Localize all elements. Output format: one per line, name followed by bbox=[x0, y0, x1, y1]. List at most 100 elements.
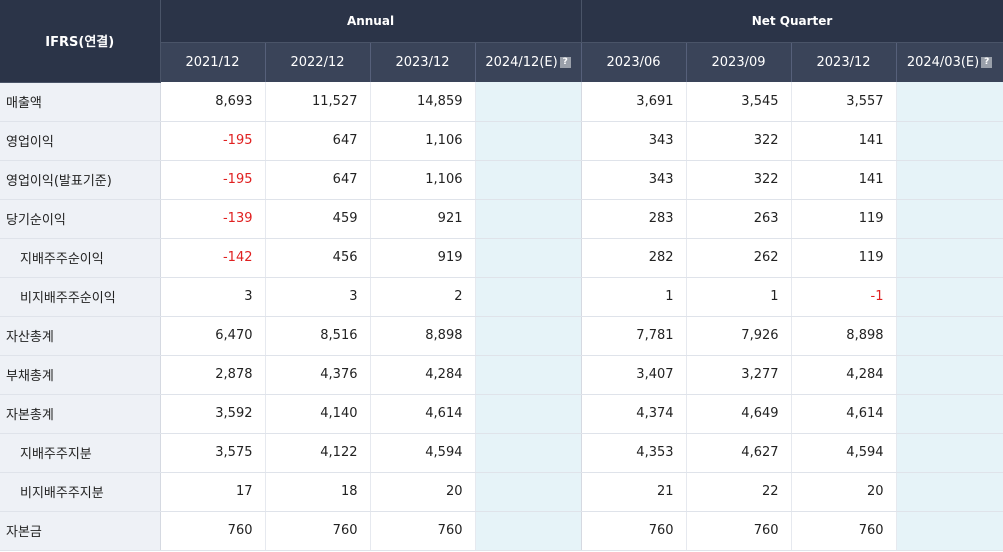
value-cell: 647 bbox=[265, 121, 371, 161]
value-cell: 919 bbox=[370, 238, 476, 278]
row-label[interactable]: 자본금 bbox=[0, 511, 161, 551]
row-label[interactable]: 매출액 bbox=[0, 82, 161, 122]
estimate-cell bbox=[475, 277, 582, 317]
value-cell: 4,140 bbox=[265, 394, 371, 434]
value-cell: 4,122 bbox=[265, 433, 371, 473]
table-row: 영업이익 -195 647 1,106 343 322 141 bbox=[0, 121, 1003, 161]
value-cell: 141 bbox=[791, 121, 897, 161]
value-cell: 3,545 bbox=[686, 82, 792, 122]
estimate-help-icon[interactable]: ? bbox=[981, 56, 993, 68]
estimate-cell bbox=[896, 82, 1003, 122]
value-cell: 3,691 bbox=[581, 82, 687, 122]
table-row: 비지배주주지분 17 18 20 21 22 20 bbox=[0, 472, 1003, 512]
annual-col-2022-12: 2022/12 bbox=[265, 42, 371, 82]
value-cell: 4,614 bbox=[791, 394, 897, 434]
value-cell: 21 bbox=[581, 472, 687, 512]
value-cell: 1,106 bbox=[370, 121, 476, 161]
row-label[interactable]: 비지배주주지분 bbox=[0, 472, 161, 512]
value-cell: 3 bbox=[160, 277, 266, 317]
value-cell: 7,781 bbox=[581, 316, 687, 356]
value-cell: 1,106 bbox=[370, 160, 476, 200]
value-cell: 456 bbox=[265, 238, 371, 278]
annual-col-2024-12-e-label: 2024/12(E) bbox=[485, 54, 558, 70]
value-cell: 322 bbox=[686, 160, 792, 200]
value-cell: 3,407 bbox=[581, 355, 687, 395]
estimate-help-icon[interactable]: ? bbox=[559, 56, 571, 68]
table-row: 자본금 760 760 760 760 760 760 bbox=[0, 511, 1003, 551]
value-cell: 760 bbox=[370, 511, 476, 551]
table-row: 부채총계 2,878 4,376 4,284 3,407 3,277 4,284 bbox=[0, 355, 1003, 395]
value-cell: -142 bbox=[160, 238, 266, 278]
table-row: 자본총계 3,592 4,140 4,614 4,374 4,649 4,614 bbox=[0, 394, 1003, 434]
quarter-col-2024-03-e: 2024/03(E)? bbox=[896, 42, 1003, 82]
estimate-cell bbox=[896, 238, 1003, 278]
value-cell: 4,284 bbox=[791, 355, 897, 395]
table-row: 지배주주순이익 -142 456 919 282 262 119 bbox=[0, 238, 1003, 278]
estimate-cell bbox=[475, 316, 582, 356]
quarter-col-2023-06: 2023/06 bbox=[581, 42, 687, 82]
estimate-cell bbox=[896, 316, 1003, 356]
value-cell: 4,376 bbox=[265, 355, 371, 395]
value-cell: 1 bbox=[686, 277, 792, 317]
value-cell: 760 bbox=[160, 511, 266, 551]
estimate-cell bbox=[896, 394, 1003, 434]
value-cell: 3,592 bbox=[160, 394, 266, 434]
value-cell: -195 bbox=[160, 121, 266, 161]
estimate-cell bbox=[896, 433, 1003, 473]
estimate-cell bbox=[475, 238, 582, 278]
row-label[interactable]: 부채총계 bbox=[0, 355, 161, 395]
value-cell: 4,649 bbox=[686, 394, 792, 434]
value-cell: 4,284 bbox=[370, 355, 476, 395]
estimate-cell bbox=[896, 121, 1003, 161]
value-cell: 141 bbox=[791, 160, 897, 200]
table-body: 매출액 8,693 11,527 14,859 3,691 3,545 3,557 영업이익 -… bbox=[0, 82, 1003, 551]
value-cell: 3,557 bbox=[791, 82, 897, 122]
value-cell: 2 bbox=[370, 277, 476, 317]
value-cell: 18 bbox=[265, 472, 371, 512]
estimate-cell bbox=[475, 160, 582, 200]
estimate-cell bbox=[475, 82, 582, 122]
row-label[interactable]: 당기순이익 bbox=[0, 199, 161, 239]
row-label[interactable]: 영업이익 bbox=[0, 121, 161, 161]
estimate-cell bbox=[896, 511, 1003, 551]
value-cell: 22 bbox=[686, 472, 792, 512]
value-cell: 4,594 bbox=[370, 433, 476, 473]
row-label[interactable]: 지배주주순이익 bbox=[0, 238, 161, 278]
estimate-cell bbox=[475, 355, 582, 395]
estimate-cell bbox=[896, 277, 1003, 317]
value-cell: 921 bbox=[370, 199, 476, 239]
value-cell: 4,614 bbox=[370, 394, 476, 434]
value-cell: 20 bbox=[791, 472, 897, 512]
value-cell: 4,374 bbox=[581, 394, 687, 434]
value-cell: 760 bbox=[791, 511, 897, 551]
row-label[interactable]: 지배주주지분 bbox=[0, 433, 161, 473]
estimate-cell bbox=[896, 160, 1003, 200]
row-label[interactable]: 자산총계 bbox=[0, 316, 161, 356]
table-row: 자산총계 6,470 8,516 8,898 7,781 7,926 8,898 bbox=[0, 316, 1003, 356]
row-label[interactable]: 자본총계 bbox=[0, 394, 161, 434]
value-cell: 8,516 bbox=[265, 316, 371, 356]
estimate-cell bbox=[475, 199, 582, 239]
value-cell: 119 bbox=[791, 238, 897, 278]
value-cell: -139 bbox=[160, 199, 266, 239]
table-row: 매출액 8,693 11,527 14,859 3,691 3,545 3,557 bbox=[0, 82, 1003, 122]
table-row: 당기순이익 -139 459 921 283 263 119 bbox=[0, 199, 1003, 239]
value-cell: 20 bbox=[370, 472, 476, 512]
value-cell: 3,575 bbox=[160, 433, 266, 473]
quarter-col-2023-12: 2023/12 bbox=[791, 42, 897, 82]
value-cell: -195 bbox=[160, 160, 266, 200]
annual-group-header: Annual bbox=[160, 0, 582, 43]
value-cell: 14,859 bbox=[370, 82, 476, 122]
value-cell: 3 bbox=[265, 277, 371, 317]
table-row: 비지배주주순이익 3 3 2 1 1 -1 bbox=[0, 277, 1003, 317]
annual-col-2021-12: 2021/12 bbox=[160, 42, 266, 82]
estimate-cell bbox=[475, 511, 582, 551]
value-cell: 3,277 bbox=[686, 355, 792, 395]
value-cell: -1 bbox=[791, 277, 897, 317]
value-cell: 4,594 bbox=[791, 433, 897, 473]
value-cell: 343 bbox=[581, 121, 687, 161]
row-label[interactable]: 비지배주주순이익 bbox=[0, 277, 161, 317]
column-header-ifrs: IFRS(연결) bbox=[0, 0, 161, 83]
row-label[interactable]: 영업이익(발표기준) bbox=[0, 160, 161, 200]
